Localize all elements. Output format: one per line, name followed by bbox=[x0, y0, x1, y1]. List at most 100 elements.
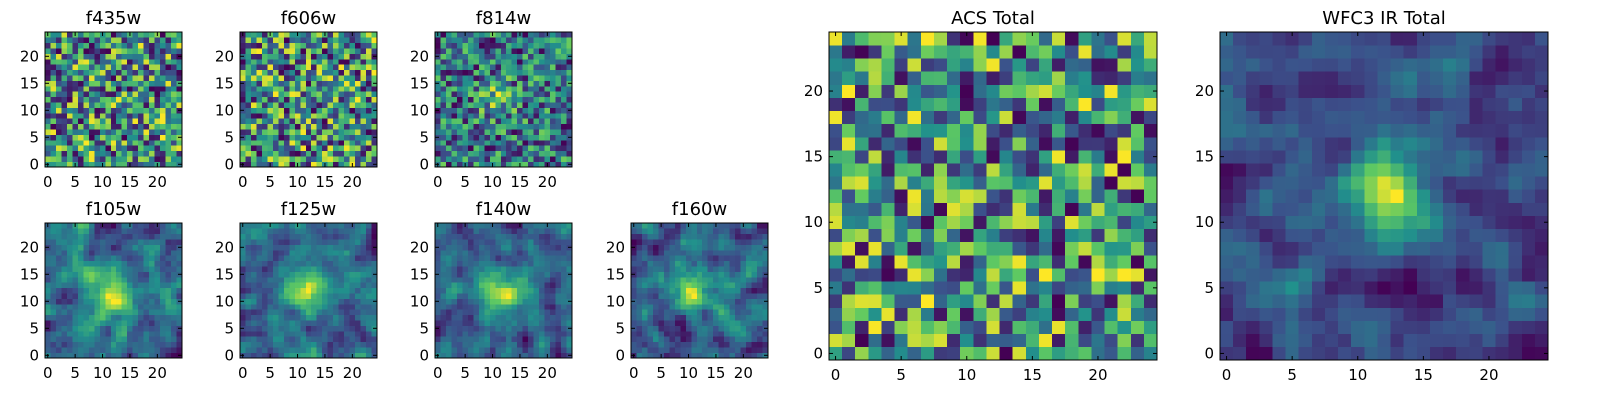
heatmap-cell bbox=[283, 228, 290, 235]
heatmap-cell bbox=[462, 228, 469, 235]
heatmap-cell bbox=[456, 352, 463, 359]
heatmap-cell bbox=[278, 134, 285, 141]
heatmap-cell bbox=[300, 129, 307, 135]
heatmap-cell bbox=[272, 150, 279, 157]
heatmap-cell bbox=[636, 255, 643, 262]
heatmap-cell bbox=[261, 304, 268, 310]
heatmap-cell bbox=[467, 293, 474, 299]
heatmap-cell bbox=[495, 233, 502, 240]
heatmap-cell bbox=[631, 277, 637, 283]
heatmap-cell bbox=[66, 91, 73, 98]
heatmap-cell bbox=[999, 163, 1013, 177]
heatmap-cell bbox=[647, 304, 654, 310]
heatmap-cell bbox=[94, 287, 101, 294]
heatmap-cell bbox=[467, 123, 474, 130]
heatmap-cell bbox=[61, 298, 68, 305]
heatmap-cell bbox=[539, 75, 545, 81]
heatmap-cell bbox=[261, 347, 268, 353]
heatmap-cell bbox=[445, 336, 452, 343]
heatmap-cell bbox=[294, 150, 301, 157]
heatmap-cell bbox=[506, 59, 513, 65]
heatmap-cell bbox=[702, 282, 709, 289]
heatmap-cell bbox=[713, 304, 719, 310]
heatmap-cell bbox=[986, 320, 1000, 335]
heatmap-cell bbox=[94, 140, 101, 146]
heatmap-cell bbox=[528, 282, 534, 289]
heatmap-cell bbox=[261, 59, 268, 65]
heatmap-cell bbox=[539, 341, 545, 348]
heatmap-cell bbox=[933, 346, 948, 361]
heatmap-cell bbox=[740, 260, 747, 267]
heatmap-cell bbox=[300, 277, 307, 283]
heatmap-cell bbox=[451, 239, 458, 245]
heatmap-cell bbox=[555, 244, 562, 251]
heatmap-cell bbox=[127, 309, 133, 316]
heatmap-cell bbox=[160, 293, 166, 299]
heatmap-cell bbox=[489, 75, 496, 81]
heatmap-cell bbox=[500, 266, 507, 272]
heatmap-cell bbox=[105, 282, 112, 289]
heatmap-cell bbox=[160, 91, 166, 98]
heatmap-cell bbox=[462, 96, 469, 103]
heatmap-cell bbox=[176, 293, 183, 299]
heatmap-cell bbox=[371, 331, 378, 337]
heatmap-cell bbox=[445, 113, 452, 119]
heatmap-cell bbox=[105, 223, 112, 229]
heatmap-cell bbox=[1038, 268, 1053, 282]
heatmap-cell bbox=[171, 134, 177, 141]
heatmap-cell bbox=[132, 118, 139, 125]
heatmap-cell bbox=[165, 145, 172, 152]
heatmap-cell bbox=[881, 215, 895, 230]
heatmap-cell bbox=[256, 118, 263, 125]
heatmap-cell bbox=[88, 123, 95, 130]
heatmap-cell bbox=[511, 325, 518, 332]
heatmap-cell bbox=[316, 107, 323, 114]
heatmap-cell bbox=[55, 314, 62, 321]
heatmap-cell bbox=[272, 341, 279, 348]
heatmap-cell bbox=[544, 347, 551, 353]
heatmap-cell bbox=[751, 347, 758, 353]
heatmap-cell bbox=[83, 239, 90, 245]
heatmap-cell bbox=[105, 129, 112, 135]
heatmap-cell bbox=[456, 140, 463, 146]
heatmap-cell bbox=[561, 287, 567, 294]
heatmap-cell bbox=[300, 123, 307, 130]
heatmap-cell bbox=[138, 59, 144, 65]
heatmap-cell bbox=[88, 113, 95, 119]
heatmap-cell bbox=[55, 266, 62, 272]
heatmap-cell bbox=[473, 352, 480, 359]
heatmap-cell bbox=[171, 341, 177, 348]
heatmap-cell bbox=[473, 282, 480, 289]
heatmap-cell bbox=[506, 91, 513, 98]
heatmap-cell bbox=[561, 320, 567, 326]
x-tick-label: 5 bbox=[656, 364, 666, 382]
heatmap-cell bbox=[740, 320, 747, 326]
heatmap-cell bbox=[240, 118, 246, 125]
heatmap-cell bbox=[305, 223, 312, 229]
heatmap-cell bbox=[641, 255, 648, 262]
heatmap-cell bbox=[533, 64, 540, 71]
heatmap-cell bbox=[77, 260, 84, 267]
heatmap-cell bbox=[250, 304, 257, 310]
heatmap-cell bbox=[544, 233, 551, 240]
heatmap-cell bbox=[77, 102, 84, 108]
heatmap-cell bbox=[544, 255, 551, 262]
heatmap-cell bbox=[138, 271, 144, 278]
heatmap-cell bbox=[50, 129, 57, 135]
heatmap-cell bbox=[322, 266, 328, 272]
heatmap-cell bbox=[355, 75, 361, 81]
heatmap-cell bbox=[55, 37, 62, 44]
heatmap-cell bbox=[289, 37, 296, 44]
heatmap-cell bbox=[724, 255, 730, 262]
heatmap-cell bbox=[316, 113, 323, 119]
heatmap-cell bbox=[484, 150, 491, 157]
heatmap-cell bbox=[154, 347, 161, 353]
heatmap-cell bbox=[495, 255, 502, 262]
heatmap-cell bbox=[1025, 268, 1040, 282]
heatmap-cell bbox=[550, 161, 556, 168]
heatmap-cell bbox=[322, 260, 328, 267]
heatmap-cell bbox=[462, 42, 469, 49]
heatmap-cell bbox=[61, 118, 68, 125]
heatmap-cell bbox=[555, 228, 562, 235]
heatmap-cell bbox=[160, 255, 166, 262]
